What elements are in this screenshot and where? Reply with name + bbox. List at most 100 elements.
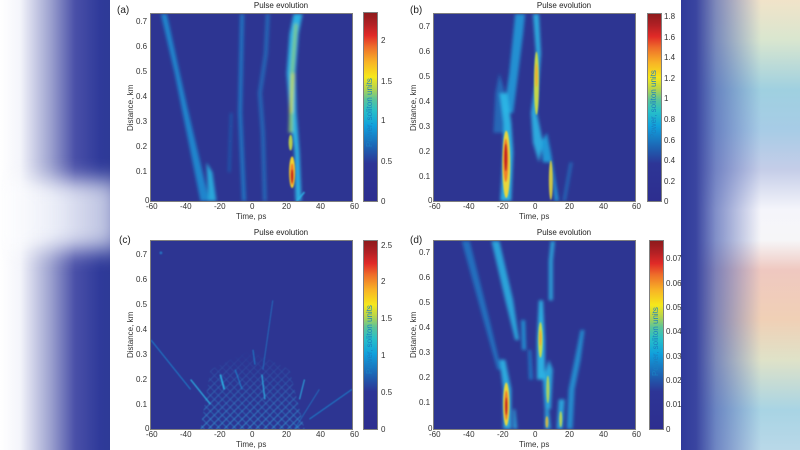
panel-b-colorbar (647, 13, 662, 202)
panel-b-xlabel: Time, ps (519, 212, 550, 221)
panel-d-ctick: 0.06 (666, 279, 682, 288)
panel-d-xtick: -60 (429, 430, 441, 439)
panel-c-ctick: 2.5 (381, 241, 393, 250)
panel-d-ctick: 0.03 (666, 352, 682, 361)
panel-d-label: (d) (410, 235, 423, 246)
background-right-gradient (681, 0, 800, 450)
panel-a-ytick: 0.6 (136, 42, 148, 51)
panel-b-ctick: 1 (664, 94, 669, 103)
panel-c-xtick: 20 (282, 430, 291, 439)
panel-d-title: Pulse evolution (536, 228, 592, 237)
panel-a-ctick: 2 (381, 36, 386, 45)
panel-d-ytick: 0.4 (419, 323, 431, 332)
panel-c-heatmap (150, 240, 353, 430)
panel-b-xtick: 0 (533, 202, 538, 211)
panel-b-ctick: 0.8 (664, 115, 676, 124)
panel-b-ytick: 0.6 (419, 47, 431, 56)
panel-b-ytick: 0.7 (419, 22, 431, 31)
panel-a-ytick: 0.7 (136, 17, 148, 26)
panel-d-xtick: -40 (463, 430, 475, 439)
panel-d-ytick: 0.2 (419, 373, 431, 382)
panel-a-xtick: -60 (146, 202, 158, 211)
panel-c-ctick: 0.5 (381, 388, 393, 397)
panel-b-xtick: 40 (599, 202, 608, 211)
panel-d-colorbar (649, 240, 664, 430)
panel-b-ctick: 0 (664, 197, 669, 206)
panel-b-title: Pulse evolution (536, 1, 592, 10)
panel-a-xtick: -40 (180, 202, 192, 211)
background-left-highlight (0, 180, 120, 250)
panel-d-ctick: 0.01 (666, 400, 682, 409)
panel-c-ytick: 0.2 (136, 375, 148, 384)
panel-c-xtick: -60 (146, 430, 158, 439)
panel-a-ytick: 0 (145, 196, 150, 205)
panel-d-ytick: 0.6 (419, 273, 431, 282)
panel-c-ytick: 0.1 (136, 400, 148, 409)
panel-a-title: Pulse evolution (253, 1, 309, 10)
panel-b-colorbar-label: Power, soliton units (649, 70, 658, 139)
panel-c-xtick: 0 (250, 430, 255, 439)
panel-c-xtick: 60 (350, 430, 359, 439)
panel-c-ylabel: Distance, km (126, 311, 135, 358)
panel-b-ytick: 0.1 (419, 172, 431, 181)
panel-c-ctick: 1.5 (381, 314, 393, 323)
panel-c-colorbar (363, 240, 378, 430)
panel-c-xtick: -20 (214, 430, 226, 439)
panel-b-ctick: 0.6 (664, 136, 676, 145)
panel-d-ylabel: Distance, km (409, 311, 418, 358)
panel-d-ytick: 0.5 (419, 298, 431, 307)
panel-b-ylabel: Distance, km (409, 84, 418, 131)
panel-a-xtick: 20 (282, 202, 291, 211)
panel-b-xtick: 60 (632, 202, 641, 211)
panel-a-xtick: 40 (316, 202, 325, 211)
panel-c-xlabel: Time, ps (236, 440, 267, 449)
panel-b-ytick: 0.4 (419, 97, 431, 106)
panel-c-ctick: 0 (381, 425, 386, 434)
panel-c-label: (c) (119, 235, 131, 246)
panel-a-xtick: 0 (250, 202, 255, 211)
panel-d-xtick: 60 (632, 430, 641, 439)
panel-d-xtick: 0 (533, 430, 538, 439)
panel-a-ytick: 0.4 (136, 92, 148, 101)
panel-b-xtick: -40 (463, 202, 475, 211)
panel-c-xtick: 40 (316, 430, 325, 439)
panel-a-ctick: 0 (381, 197, 386, 206)
panel-d-xtick: 40 (599, 430, 608, 439)
panel-a-colorbar-label: Power, soliton units (365, 78, 374, 147)
panel-a-ctick: 1 (381, 116, 386, 125)
panel-d-ytick: 0.1 (419, 398, 431, 407)
panel-c-ytick: 0.3 (136, 350, 148, 359)
panel-d-xtick: 20 (565, 430, 574, 439)
panel-d-ctick: 0.02 (666, 376, 682, 385)
panel-d-ctick: 0 (666, 425, 671, 434)
panel-d-ytick: 0.3 (419, 348, 431, 357)
panel-a-ytick: 0.2 (136, 142, 148, 151)
panel-c-colorbar-label: Power, soliton units (365, 305, 374, 374)
panel-d-xtick: -20 (497, 430, 509, 439)
panel-c-ytick: 0.4 (136, 325, 148, 334)
panel-b-ctick: 1.6 (664, 33, 676, 42)
panel-b-ytick: 0.3 (419, 122, 431, 131)
panel-a-label: (a) (117, 5, 130, 16)
panel-a-ytick: 0.5 (136, 67, 148, 76)
panel-c-ytick: 0 (145, 424, 150, 433)
panel-b-ytick: 0.5 (419, 72, 431, 81)
panel-b-ytick: 0 (428, 196, 433, 205)
panel-b-heatmap (433, 13, 636, 202)
panel-d-xlabel: Time, ps (519, 440, 550, 449)
panel-b-ctick: 0.2 (664, 177, 676, 186)
panel-b-xtick: -60 (429, 202, 441, 211)
panel-c-ctick: 1 (381, 351, 386, 360)
panel-d-ctick: 0.07 (666, 254, 682, 263)
panel-b-ctick: 0.4 (664, 156, 676, 165)
panel-a-ctick: 0.5 (381, 157, 393, 166)
panel-a-xlabel: Time, ps (236, 212, 267, 221)
panel-b-ctick: 1.2 (664, 74, 676, 83)
panel-b-xtick: -20 (497, 202, 509, 211)
panel-c-ytick: 0.5 (136, 300, 148, 309)
panel-a-ylabel: Distance, km (126, 84, 135, 131)
panel-c-ctick: 2 (381, 277, 386, 286)
panel-b-ctick: 1.4 (664, 53, 676, 62)
panel-d-ytick: 0 (428, 424, 433, 433)
panel-c-xtick: -40 (180, 430, 192, 439)
